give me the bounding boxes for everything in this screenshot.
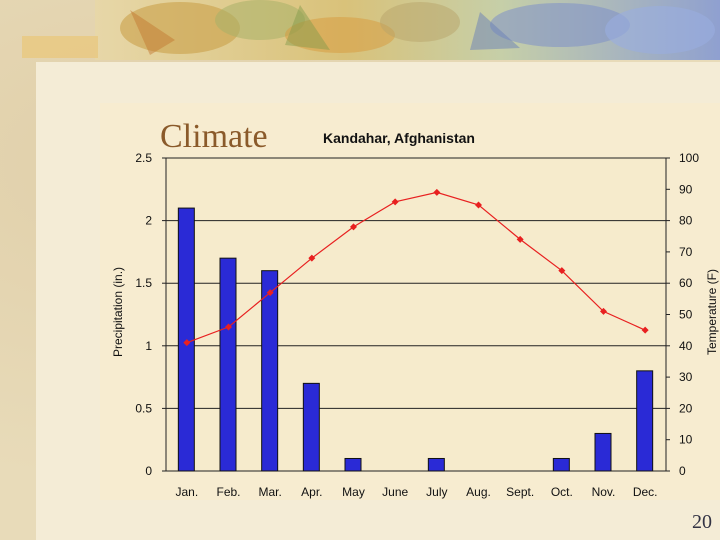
y-tick-label-right: 30 <box>679 370 693 384</box>
x-tick-label: Nov. <box>592 485 616 499</box>
y-tick-label-right: 50 <box>679 308 693 322</box>
x-tick-label: Jan. <box>175 485 198 499</box>
y-tick-label-left: 1.5 <box>135 276 152 290</box>
y-tick-label-left: 1 <box>145 339 152 353</box>
x-tick-label: June <box>382 485 408 499</box>
temperature-point <box>641 326 649 334</box>
precip-bar <box>594 432 612 472</box>
precip-bar <box>427 457 445 472</box>
x-tick-label: May <box>342 485 365 499</box>
y-tick-label-right: 0 <box>679 464 686 478</box>
x-tick-label: Aug. <box>466 485 491 499</box>
y-axis-label-left: Precipitation (in.) <box>111 267 125 357</box>
chart-subtitle: Kandahar, Afghanistan <box>323 130 475 146</box>
precip-bar <box>302 382 320 472</box>
temperature-point <box>308 254 316 262</box>
y-axis-label-right: Temperature (F) <box>705 269 719 355</box>
temperature-point <box>516 235 524 243</box>
slide-page-number: 20 <box>692 511 712 533</box>
temperature-point <box>391 198 399 206</box>
y-tick-label-right: 70 <box>679 245 693 259</box>
y-tick-label-left: 0.5 <box>135 401 152 415</box>
y-tick-label-left: 2 <box>145 214 152 228</box>
y-tick-label-right: 10 <box>679 433 693 447</box>
x-tick-label: Mar. <box>258 485 281 499</box>
y-tick-label-right: 100 <box>679 151 699 165</box>
precip-bar <box>636 370 654 472</box>
x-tick-label: July <box>426 485 447 499</box>
x-tick-label: Sept. <box>506 485 534 499</box>
temperature-point <box>600 307 607 315</box>
precip-bar <box>219 257 237 472</box>
chart-title: Climate <box>160 118 268 155</box>
temperature-line <box>186 191 646 344</box>
plot-area <box>165 157 667 472</box>
y-tick-label-right: 20 <box>679 401 693 415</box>
y-tick-label-right: 40 <box>679 339 693 353</box>
y-tick-label-left: 0 <box>145 464 152 478</box>
x-tick-label: Apr. <box>301 485 322 499</box>
temperature-point <box>558 267 566 275</box>
x-tick-label: Feb. <box>216 485 240 499</box>
y-tick-label-right: 60 <box>679 276 693 290</box>
precip-bar <box>261 270 279 472</box>
temperature-point <box>350 223 357 231</box>
y-tick-label-left: 2.5 <box>135 151 152 165</box>
y-tick-label-right: 80 <box>679 214 693 228</box>
decorative-banner <box>0 0 720 60</box>
temperature-point <box>225 323 232 331</box>
temperature-point <box>266 289 274 297</box>
precip-bar <box>552 457 570 472</box>
precip-bar <box>177 207 195 472</box>
temperature-point <box>183 339 191 347</box>
temperature-point <box>475 201 482 209</box>
precip-bar <box>344 457 362 472</box>
x-tick-label: Oct. <box>551 485 573 499</box>
temperature-point <box>433 188 441 196</box>
y-tick-label-right: 90 <box>679 182 693 196</box>
x-tick-label: Dec. <box>633 485 658 499</box>
